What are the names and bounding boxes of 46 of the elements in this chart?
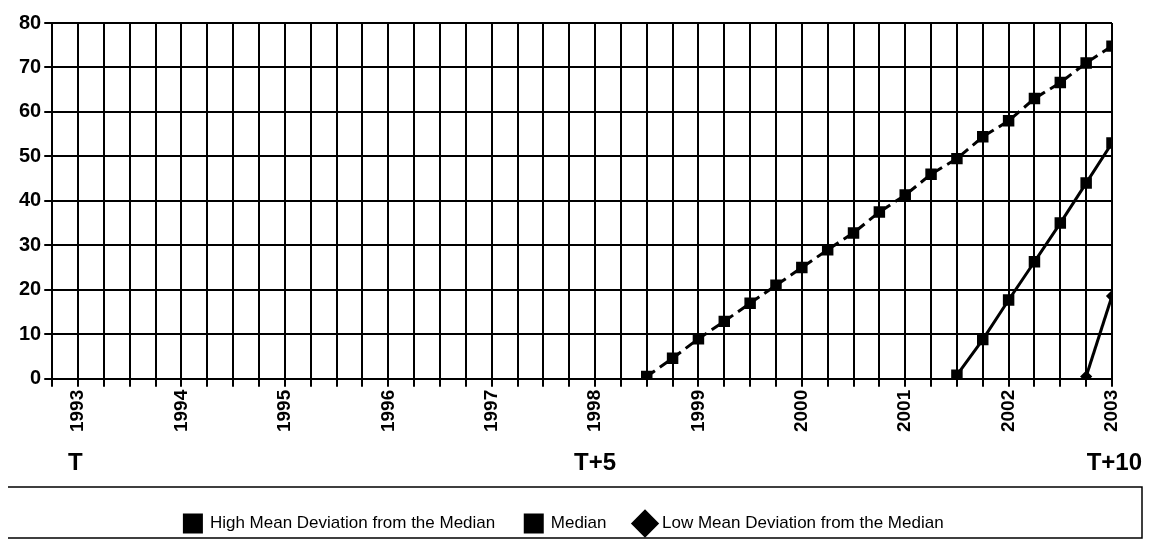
x-tick-label: 2003 (1100, 389, 1122, 433)
y-tick-label: 70 (19, 54, 42, 77)
y-tick-label: 10 (19, 321, 42, 344)
point (951, 152, 963, 165)
y-tick-label: 20 (19, 277, 42, 300)
legend-label: Low Mean Deviation from the Median (662, 513, 944, 533)
y-tick-label: 30 (19, 232, 42, 255)
point (666, 352, 679, 365)
point (1080, 57, 1092, 69)
y-tick-label: 80 (19, 10, 42, 33)
x-tick-label: 2002 (996, 389, 1018, 433)
x-tick-label: 1995 (273, 389, 295, 433)
point (1054, 76, 1067, 89)
point (951, 369, 963, 379)
legend-label: Median (550, 513, 607, 533)
x-tick-label: 2001 (893, 389, 915, 433)
point (641, 370, 653, 379)
point (847, 227, 860, 239)
point (796, 261, 808, 274)
point (873, 206, 886, 218)
point (1002, 294, 1015, 306)
point (744, 297, 756, 309)
text: T+10 (1086, 447, 1142, 475)
x-tick-label: 1998 (583, 389, 605, 433)
text: T+5 (574, 447, 617, 475)
x-tick-label: 1997 (479, 389, 501, 433)
y-tick-label: 60 (19, 99, 42, 122)
x-tick-label: 1993 (66, 389, 88, 433)
point (899, 189, 911, 201)
y-tick-label: 40 (19, 188, 42, 211)
x-tick-label: 2000 (790, 389, 812, 433)
x-tick-label: 1999 (686, 389, 708, 433)
point (1002, 115, 1015, 127)
point (925, 168, 937, 180)
point (1028, 92, 1041, 105)
legend-label: High Mean Deviation from the Median (209, 513, 496, 533)
x-tick-label: 1996 (376, 389, 398, 433)
point (1028, 256, 1041, 268)
point (1054, 217, 1067, 229)
x-tick-label: 1994 (169, 389, 191, 433)
point (1080, 177, 1092, 189)
y-tick-label: 0 (30, 366, 42, 389)
point (718, 315, 731, 328)
point (977, 131, 989, 143)
text: T (68, 447, 84, 475)
y-tick-label: 50 (19, 143, 42, 166)
